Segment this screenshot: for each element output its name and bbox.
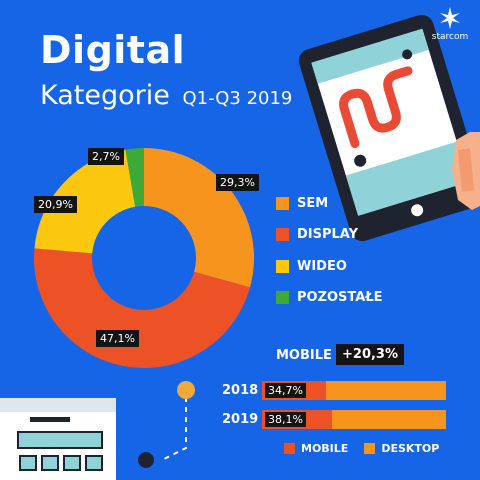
laptop-illustration <box>0 398 116 480</box>
donut-slice-pozostałe <box>125 148 144 207</box>
bar-2018-value: 34,7% <box>265 383 306 398</box>
desktop-swatch <box>364 443 376 454</box>
donut-label-display: 47,1% <box>96 330 139 347</box>
donut-slice-display <box>34 248 251 368</box>
legend-swatch <box>276 291 289 304</box>
bar-legend-mobile: MOBILE <box>301 442 349 455</box>
chart-legend: SEM DISPLAY WIDEO POZOSTAŁE <box>276 195 383 321</box>
legend-item-display: DISPLAY <box>276 227 383 243</box>
brand-logo: starcom <box>428 6 472 42</box>
legend-label: POZOSTAŁE <box>297 290 383 305</box>
mobile-growth-badge: +20,3% <box>336 344 404 365</box>
legend-item-wideo: WIDEO <box>276 258 383 274</box>
page-title: Digital <box>40 28 186 72</box>
legend-item-pozostałe: POZOSTAŁE <box>276 290 383 306</box>
tablet-illustration <box>298 14 480 242</box>
legend-label: WIDEO <box>297 258 347 274</box>
donut-label-sem: 29,3% <box>216 174 259 191</box>
brand-name: starcom <box>431 32 469 42</box>
legend-swatch <box>276 196 289 210</box>
mobile-title: MOBILE <box>276 348 332 363</box>
bar-2018: 34,7% <box>262 381 446 400</box>
legend-label: SEM <box>297 195 329 211</box>
connector-line <box>138 381 195 468</box>
subtitle-text: Kategorie <box>40 80 170 111</box>
legend-swatch <box>276 259 289 273</box>
year-label-2018: 2018 <box>222 383 259 398</box>
bar-2019-mobile: 38,1% <box>262 410 333 429</box>
bar-2019-value: 38,1% <box>265 412 306 427</box>
donut-label-pozostałe: 2,7% <box>88 148 124 165</box>
star-icon <box>440 7 460 29</box>
donut-label-wideo: 20,9% <box>34 196 77 213</box>
mobile-swatch <box>284 443 295 454</box>
bar-legend: MOBILE DESKTOP <box>284 442 439 455</box>
donut-slice-sem <box>144 148 254 288</box>
bar-2018-mobile: 34,7% <box>262 381 326 400</box>
year-label-2019: 2019 <box>222 412 259 427</box>
bar-legend-desktop: DESKTOP <box>381 442 440 455</box>
period-text: Q1-Q3 2019 <box>182 88 293 109</box>
legend-item-sem: SEM <box>276 195 383 211</box>
bar-2019: 38,1% <box>262 410 446 429</box>
donut-slice-wideo <box>34 149 136 254</box>
legend-label: DISPLAY <box>297 227 359 242</box>
page-subtitle: Kategorie Q1-Q3 2019 <box>40 80 292 111</box>
legend-swatch <box>276 228 289 241</box>
